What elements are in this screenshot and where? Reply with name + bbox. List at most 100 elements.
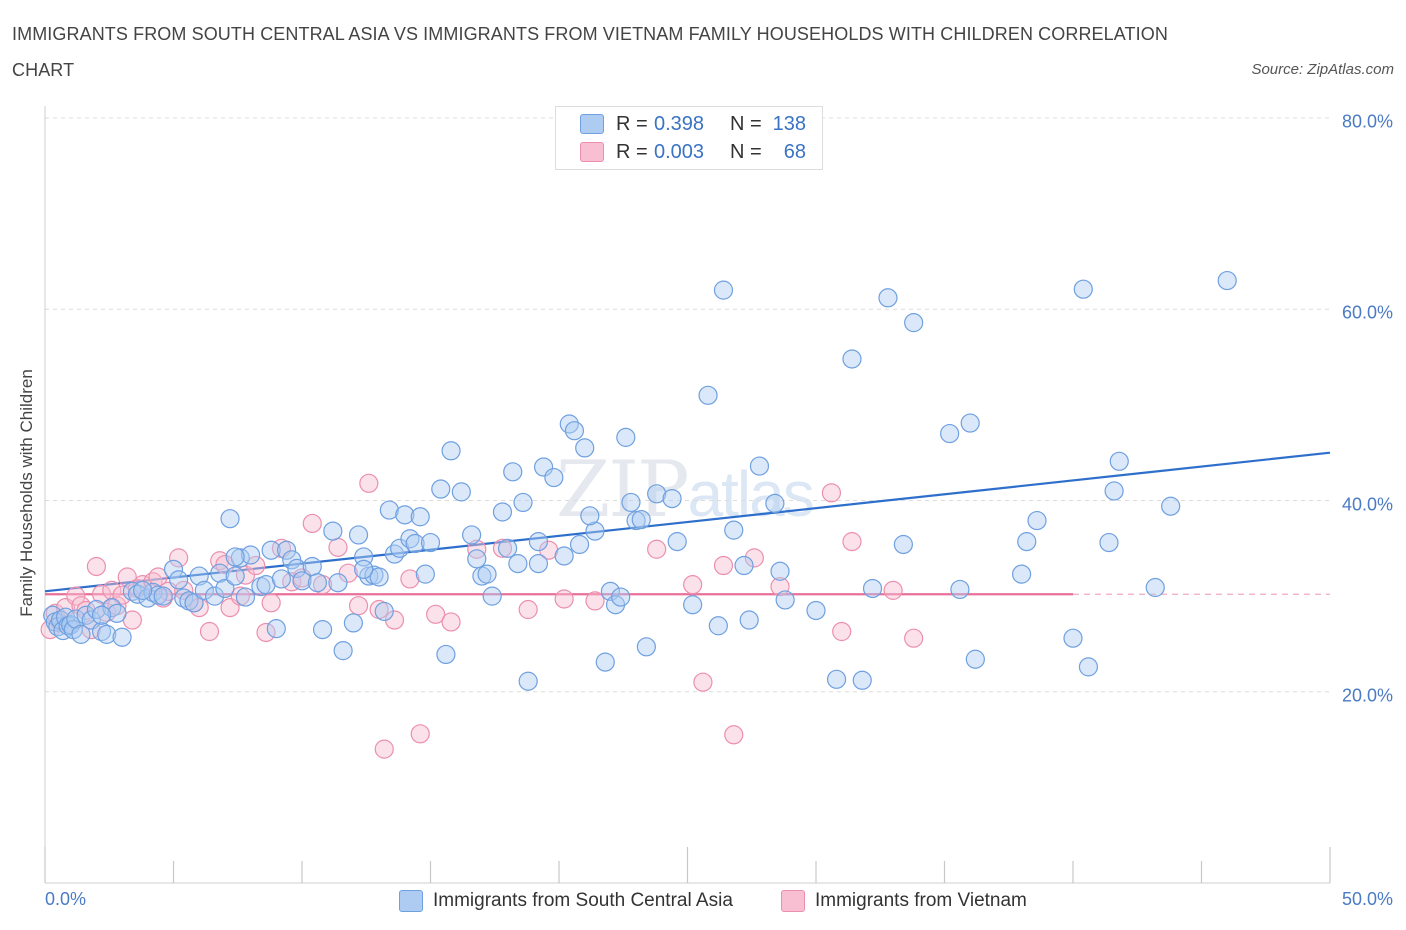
legend-swatch [580, 114, 604, 134]
data-point [904, 313, 924, 333]
data-point [374, 739, 394, 759]
data-point [595, 652, 615, 672]
data-point [806, 600, 826, 621]
data-point [734, 555, 754, 576]
data-point [390, 538, 410, 558]
data-point [133, 580, 153, 600]
bottom-legend-south-central-asia: Immigrants from South Central Asia [399, 890, 733, 912]
r-label: R = [616, 112, 648, 135]
data-point [415, 564, 435, 584]
data-point [878, 288, 898, 308]
legend-swatch [781, 890, 805, 912]
data-point [693, 672, 713, 692]
data-point [508, 554, 528, 574]
data-point [569, 534, 590, 555]
data-point [184, 593, 204, 613]
data-point [395, 505, 415, 525]
watermark-zip: ZIP [556, 445, 689, 535]
data-point [107, 603, 127, 623]
r-value: 0.398 [654, 112, 705, 135]
data-point [667, 532, 687, 552]
data-point [235, 587, 256, 607]
data-point [862, 578, 883, 599]
data-point [169, 570, 189, 590]
data-point [585, 521, 605, 541]
legend-swatch [399, 890, 423, 912]
data-point [86, 556, 107, 577]
data-point [266, 619, 286, 639]
legend-row-south-central-asia: R = 0.398 N = 138 [580, 112, 806, 136]
x-tick-label-max: 50.0% [1341, 889, 1393, 909]
data-point [1217, 270, 1237, 291]
data-point [292, 571, 312, 591]
data-point [384, 544, 405, 564]
data-point [359, 473, 379, 493]
data-point [683, 595, 703, 615]
data-point [220, 509, 240, 529]
legend-label: Immigrants from South Central Asia [433, 890, 733, 911]
data-point [698, 385, 718, 405]
y-tick-label: 40.0% [1341, 494, 1393, 514]
data-point [636, 637, 656, 657]
data-point [225, 547, 245, 567]
data-point [379, 500, 399, 520]
data-point [1109, 451, 1129, 471]
y-tick-label: 20.0% [1341, 685, 1393, 706]
data-point [189, 566, 209, 586]
data-point [97, 624, 117, 644]
data-point [261, 593, 281, 613]
data-point [708, 616, 728, 636]
data-point [410, 724, 430, 744]
data-point [621, 492, 641, 513]
data-point [1011, 564, 1032, 584]
data-point [852, 670, 872, 690]
data-point [883, 580, 903, 600]
data-point [436, 644, 456, 665]
y-tick-label: 80.0% [1341, 111, 1393, 132]
data-point [518, 599, 538, 620]
data-point [127, 584, 148, 604]
data-point [153, 586, 173, 606]
data-point [246, 555, 266, 576]
data-point [441, 441, 461, 461]
legend-row-vietnam: R = 0.003 N = 68 [580, 140, 806, 164]
data-point [564, 421, 585, 441]
data-point [544, 467, 564, 488]
r-value: 0.003 [654, 140, 705, 163]
data-point [348, 525, 369, 545]
data-point [91, 605, 112, 625]
data-point [312, 619, 333, 640]
data-point [631, 510, 651, 530]
data-point [1063, 628, 1083, 648]
data-point [713, 555, 734, 576]
data-point [724, 520, 744, 540]
data-point [647, 484, 667, 504]
data-point [420, 532, 441, 553]
data-point [765, 493, 785, 513]
data-point [585, 591, 605, 611]
data-point [492, 538, 513, 558]
data-point [338, 563, 358, 583]
data-point [369, 567, 389, 587]
data-point [91, 621, 112, 642]
n-label: N = [730, 140, 762, 163]
data-point [498, 538, 518, 558]
data-point [904, 628, 924, 648]
data-point [194, 580, 214, 600]
data-point [426, 604, 446, 624]
data-point [1145, 577, 1165, 598]
data-point [503, 462, 523, 482]
data-point [451, 482, 471, 502]
data-point [348, 596, 369, 616]
data-point [647, 539, 667, 559]
data-point [477, 564, 497, 584]
data-point [410, 507, 430, 527]
data-point [66, 609, 86, 629]
data-point [528, 532, 549, 552]
data-point [940, 423, 960, 444]
data-point [1104, 481, 1124, 501]
data-point [287, 558, 307, 578]
x-tick-label-min: 0.0% [45, 889, 87, 909]
watermark: ZIPatlas [556, 445, 815, 535]
